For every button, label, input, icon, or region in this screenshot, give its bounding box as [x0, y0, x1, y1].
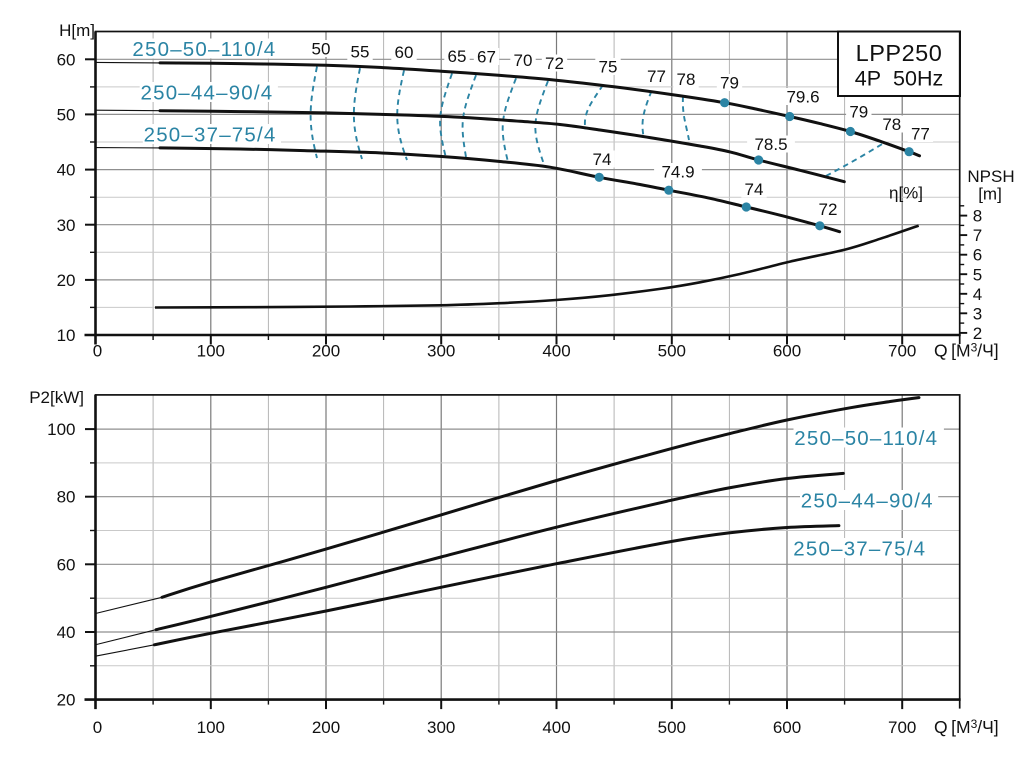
svg-text:0: 0: [93, 341, 102, 360]
svg-text:700: 700: [888, 718, 916, 737]
svg-text:η[%]: η[%]: [889, 184, 923, 203]
svg-text:10: 10: [57, 326, 76, 345]
svg-text:600: 600: [773, 718, 801, 737]
svg-text:20: 20: [57, 271, 76, 290]
svg-text:79: 79: [849, 103, 868, 122]
svg-text:77: 77: [647, 67, 666, 86]
svg-text:70: 70: [514, 51, 533, 70]
svg-text:50: 50: [312, 40, 331, 59]
svg-text:250–50–110/4: 250–50–110/4: [794, 427, 938, 450]
svg-text:100: 100: [47, 420, 75, 439]
svg-text:250–37–75/4: 250–37–75/4: [793, 537, 926, 560]
svg-text:6: 6: [973, 246, 982, 265]
svg-text:LPP250: LPP250: [856, 40, 943, 66]
svg-text:72: 72: [545, 54, 564, 73]
svg-text:500: 500: [658, 718, 686, 737]
svg-text:2: 2: [973, 324, 982, 343]
svg-text:77: 77: [911, 125, 930, 144]
svg-text:100: 100: [197, 718, 225, 737]
svg-text:75: 75: [599, 58, 618, 77]
svg-text:60: 60: [57, 50, 76, 69]
svg-text:40: 40: [57, 161, 76, 180]
svg-text:Q [М3/Ч]: Q [М3/Ч]: [934, 717, 999, 737]
svg-text:3: 3: [973, 304, 982, 323]
svg-text:300: 300: [427, 718, 455, 737]
svg-text:4P 50Hz: 4P 50Hz: [855, 67, 943, 91]
svg-text:20: 20: [57, 691, 76, 710]
svg-text:67: 67: [477, 48, 496, 67]
svg-text:79.6: 79.6: [786, 88, 819, 107]
svg-text:P2[kW]: P2[kW]: [29, 388, 84, 407]
svg-text:200: 200: [312, 341, 340, 360]
svg-text:250–50–110/4: 250–50–110/4: [132, 38, 276, 61]
svg-text:79: 79: [720, 74, 739, 93]
svg-text:250–37–75/4: 250–37–75/4: [144, 123, 277, 146]
svg-text:300: 300: [427, 341, 455, 360]
svg-text:250–44–90/4: 250–44–90/4: [801, 489, 934, 512]
svg-text:400: 400: [542, 341, 570, 360]
svg-text:78.5: 78.5: [754, 135, 787, 154]
svg-text:250–44–90/4: 250–44–90/4: [141, 81, 274, 104]
svg-text:600: 600: [773, 341, 801, 360]
svg-text:40: 40: [57, 623, 76, 642]
svg-text:7: 7: [973, 226, 982, 245]
svg-text:0: 0: [93, 718, 102, 737]
svg-text:65: 65: [448, 47, 467, 66]
svg-text:74: 74: [745, 180, 764, 199]
svg-text:50: 50: [57, 106, 76, 125]
svg-text:H[m]: H[m]: [59, 21, 95, 40]
svg-text:100: 100: [197, 341, 225, 360]
svg-text:400: 400: [542, 718, 570, 737]
svg-text:74.9: 74.9: [661, 163, 694, 182]
svg-text:60: 60: [57, 555, 76, 574]
svg-text:NPSH: NPSH: [967, 167, 1014, 186]
svg-text:8: 8: [973, 207, 982, 226]
svg-text:55: 55: [351, 43, 370, 62]
svg-text:4: 4: [973, 285, 982, 304]
svg-text:74: 74: [593, 150, 612, 169]
svg-text:60: 60: [395, 43, 414, 62]
svg-text:500: 500: [658, 341, 686, 360]
svg-text:78: 78: [882, 115, 901, 134]
svg-text:72: 72: [819, 200, 838, 219]
svg-text:5: 5: [973, 265, 982, 284]
svg-text:80: 80: [57, 488, 76, 507]
svg-text:30: 30: [57, 216, 76, 235]
svg-text:Q [М3/Ч]: Q [М3/Ч]: [934, 341, 999, 361]
svg-text:[m]: [m]: [978, 185, 1002, 204]
svg-text:700: 700: [888, 341, 916, 360]
svg-text:78: 78: [677, 70, 696, 89]
svg-text:200: 200: [312, 718, 340, 737]
